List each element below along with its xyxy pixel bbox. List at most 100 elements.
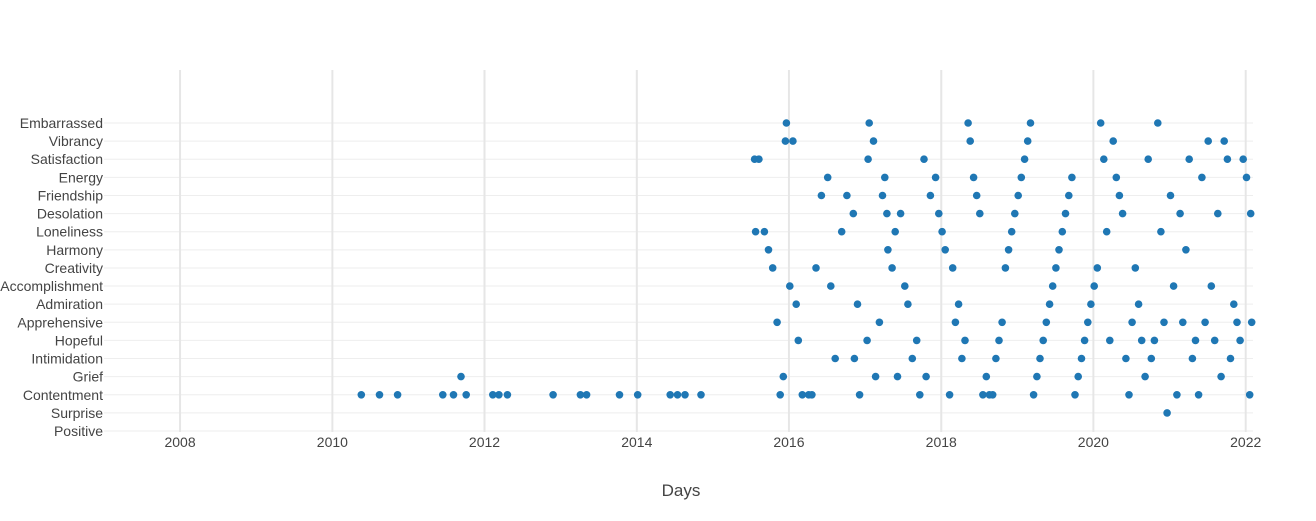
data-point <box>1048 282 1057 290</box>
data-point <box>893 372 902 381</box>
data-point <box>1036 354 1044 363</box>
data-point <box>697 391 705 399</box>
data-point <box>896 209 905 218</box>
data-point <box>1106 336 1114 345</box>
data-point <box>884 246 892 254</box>
data-point <box>1007 227 1016 236</box>
data-point <box>773 318 781 327</box>
data-point <box>1150 336 1159 345</box>
data-point <box>768 264 777 272</box>
x-tick-label: 2012 <box>469 434 500 450</box>
data-point <box>782 119 791 127</box>
data-point <box>992 354 1000 363</box>
data-point <box>673 391 682 399</box>
x-tick-label: 2022 <box>1230 434 1261 450</box>
data-point <box>1188 354 1197 363</box>
data-point <box>1058 227 1067 236</box>
data-point <box>831 354 839 363</box>
data-point <box>1090 282 1098 290</box>
data-point <box>1122 354 1130 363</box>
data-point <box>1236 336 1244 345</box>
data-point <box>1074 372 1082 381</box>
y-tick-label: Contentment <box>23 387 103 403</box>
data-point <box>1039 336 1047 345</box>
x-tick-label: 2018 <box>926 434 957 450</box>
data-point <box>1147 354 1156 363</box>
data-point <box>948 264 957 272</box>
data-point <box>954 300 963 309</box>
data-point <box>798 391 807 399</box>
y-tick-label: Admiration <box>36 296 103 312</box>
data-point <box>1176 209 1184 218</box>
data-point <box>1169 282 1178 290</box>
data-point <box>1029 391 1038 399</box>
data-point <box>1194 391 1203 399</box>
data-point <box>1001 264 1010 272</box>
data-point <box>843 191 851 200</box>
y-tick-label: Accomplishment <box>0 278 103 294</box>
data-point <box>582 391 591 399</box>
data-point <box>393 391 402 399</box>
y-tick-label: Friendship <box>38 187 104 203</box>
y-tick-label: Intimidation <box>31 351 103 367</box>
data-point <box>789 137 797 145</box>
data-point <box>849 209 858 218</box>
x-tick-label: 2010 <box>317 434 348 450</box>
data-point <box>964 119 972 127</box>
data-point <box>865 119 873 127</box>
data-point <box>1204 137 1212 145</box>
data-point <box>864 155 872 163</box>
data-point <box>1077 354 1086 363</box>
data-point <box>794 336 803 345</box>
data-point <box>1125 391 1133 399</box>
data-point <box>633 391 642 399</box>
data-point <box>439 391 447 399</box>
data-point <box>1230 300 1238 309</box>
data-point <box>998 318 1006 327</box>
data-point <box>888 264 896 272</box>
y-tick-label: Loneliness <box>36 224 103 240</box>
y-tick-label: Desolation <box>37 206 103 222</box>
y-tick-label: Hopeful <box>55 332 103 348</box>
data-point <box>1115 191 1124 200</box>
data-point <box>883 209 891 218</box>
x-tick-label: 2014 <box>621 434 652 450</box>
data-point <box>904 300 912 309</box>
data-point <box>792 300 800 309</box>
data-point <box>922 372 930 381</box>
data-point <box>1217 372 1225 381</box>
data-point <box>901 282 909 290</box>
y-tick-label: Harmony <box>46 242 103 258</box>
data-point <box>951 318 960 327</box>
data-point <box>489 391 497 399</box>
data-point <box>1080 336 1089 345</box>
y-tick-label: Positive <box>54 423 103 439</box>
grid-lines <box>104 70 1253 432</box>
data-point <box>357 391 366 399</box>
data-point <box>945 391 954 399</box>
y-tick-label: Apprehensive <box>17 314 103 330</box>
x-axis-title: Days <box>662 481 701 500</box>
data-point <box>908 354 917 363</box>
data-point <box>875 318 884 327</box>
data-point <box>457 372 465 381</box>
data-point <box>1068 173 1076 182</box>
data-point <box>1042 318 1051 327</box>
data-point <box>912 336 921 345</box>
data-point <box>495 391 503 399</box>
data-point <box>969 173 978 182</box>
data-point <box>1198 173 1206 182</box>
data-point <box>916 391 924 399</box>
data-point <box>1201 318 1209 327</box>
data-point <box>1134 300 1143 309</box>
data-point <box>1182 246 1190 254</box>
data-point <box>781 137 790 145</box>
data-point <box>1118 209 1127 218</box>
data-point <box>375 391 384 399</box>
data-point <box>850 354 859 363</box>
y-tick-label: Creativity <box>45 260 103 276</box>
data-point <box>755 155 763 163</box>
data-point <box>1065 191 1073 200</box>
data-point <box>982 372 991 381</box>
